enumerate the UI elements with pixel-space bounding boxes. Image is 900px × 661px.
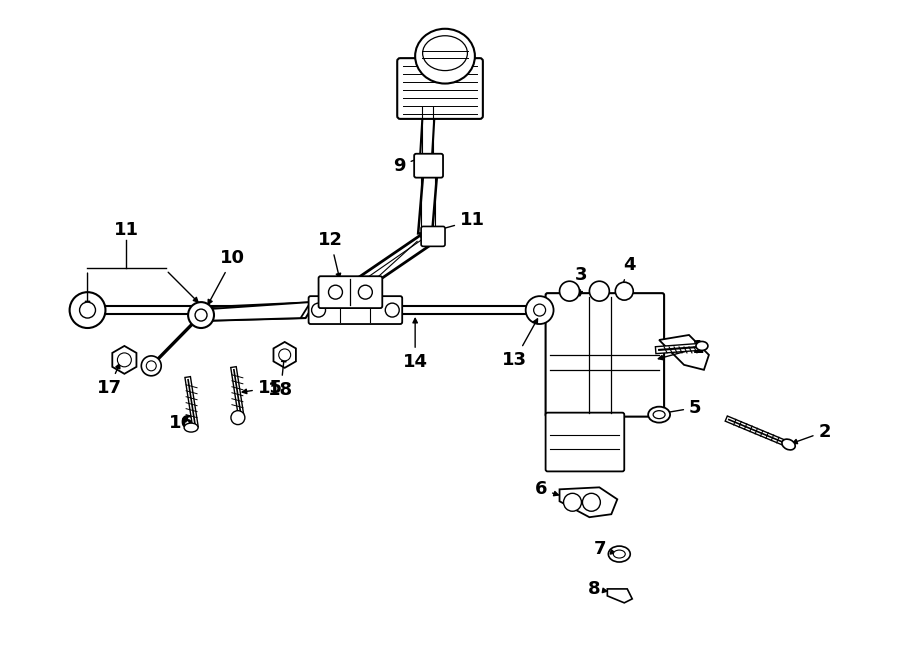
Circle shape — [147, 361, 157, 371]
FancyBboxPatch shape — [414, 154, 443, 178]
Text: 11: 11 — [114, 221, 139, 239]
FancyBboxPatch shape — [397, 58, 483, 119]
Text: 13: 13 — [502, 319, 537, 369]
FancyBboxPatch shape — [421, 227, 445, 247]
Circle shape — [279, 349, 291, 361]
Ellipse shape — [613, 550, 626, 558]
Text: 12: 12 — [318, 231, 343, 278]
Text: 1: 1 — [658, 339, 705, 360]
Polygon shape — [336, 235, 430, 303]
Circle shape — [590, 281, 609, 301]
FancyBboxPatch shape — [545, 412, 625, 471]
Circle shape — [188, 302, 214, 328]
Text: 16: 16 — [169, 414, 194, 432]
Polygon shape — [420, 106, 435, 156]
Ellipse shape — [608, 546, 630, 562]
Text: 15: 15 — [242, 379, 283, 397]
Circle shape — [195, 309, 207, 321]
FancyBboxPatch shape — [309, 296, 402, 324]
Polygon shape — [196, 302, 316, 321]
FancyBboxPatch shape — [319, 276, 382, 308]
Ellipse shape — [696, 342, 708, 350]
Ellipse shape — [423, 36, 467, 71]
Text: 6: 6 — [535, 481, 558, 498]
Text: 8: 8 — [588, 580, 607, 598]
Circle shape — [231, 410, 245, 424]
Text: 17: 17 — [96, 364, 122, 397]
Text: 18: 18 — [268, 357, 293, 399]
Circle shape — [560, 281, 580, 301]
Text: 3: 3 — [575, 266, 588, 296]
Text: 11: 11 — [437, 212, 485, 231]
Circle shape — [311, 303, 326, 317]
Polygon shape — [659, 335, 709, 370]
Text: 14: 14 — [402, 319, 428, 371]
Text: 5: 5 — [659, 399, 701, 416]
Circle shape — [69, 292, 105, 328]
Text: 4: 4 — [620, 256, 635, 291]
Ellipse shape — [415, 29, 475, 83]
Circle shape — [79, 302, 95, 318]
Circle shape — [358, 285, 373, 299]
Text: 10: 10 — [208, 249, 246, 304]
Ellipse shape — [653, 410, 665, 418]
Circle shape — [385, 303, 400, 317]
Polygon shape — [147, 309, 206, 372]
Text: 9: 9 — [393, 157, 422, 175]
Circle shape — [616, 282, 634, 300]
Polygon shape — [112, 346, 137, 374]
Circle shape — [563, 493, 581, 511]
Polygon shape — [196, 302, 310, 321]
Polygon shape — [608, 589, 632, 603]
Ellipse shape — [184, 423, 198, 432]
Circle shape — [526, 296, 554, 324]
Circle shape — [534, 304, 545, 316]
Text: 7: 7 — [593, 540, 615, 558]
Polygon shape — [560, 487, 617, 517]
Polygon shape — [274, 342, 296, 368]
FancyBboxPatch shape — [545, 293, 664, 416]
Text: 2: 2 — [793, 422, 831, 444]
Ellipse shape — [648, 407, 670, 422]
Circle shape — [582, 493, 600, 511]
Circle shape — [328, 285, 343, 299]
Ellipse shape — [782, 439, 796, 450]
Circle shape — [141, 356, 161, 376]
Polygon shape — [418, 163, 438, 233]
Circle shape — [117, 353, 131, 367]
